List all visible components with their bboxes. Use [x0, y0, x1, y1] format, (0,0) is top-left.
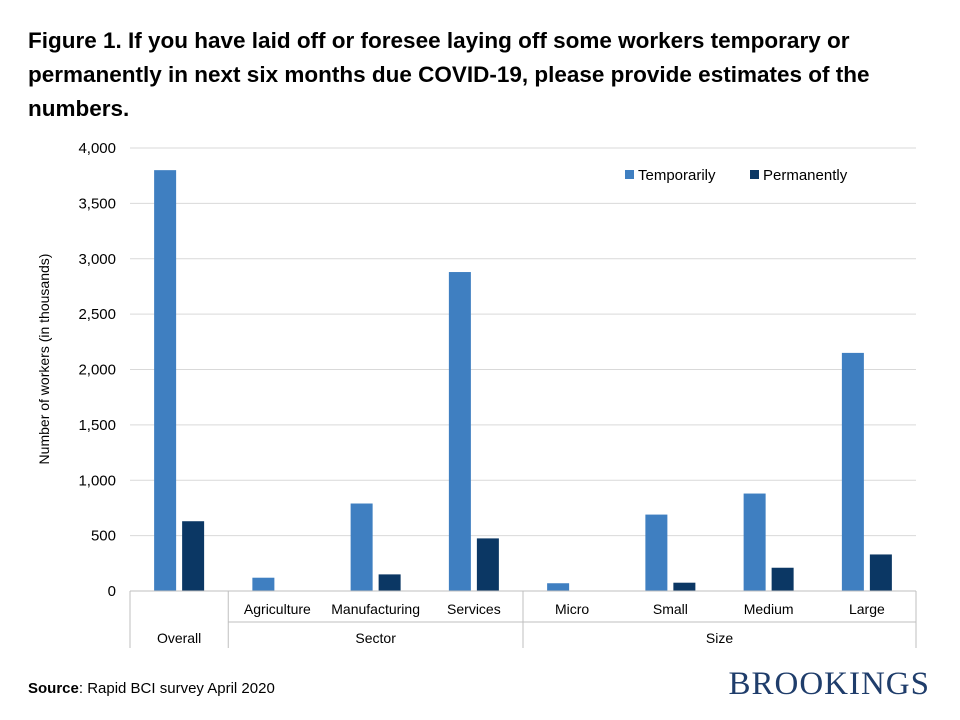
bar-temporarily [252, 577, 275, 591]
bar-permanently [869, 554, 892, 591]
legend-label: Temporarily [638, 167, 716, 184]
legend-label: Permanently [763, 167, 848, 184]
bar-chart: 05001,0001,5002,0002,5003,0003,5004,000 … [36, 140, 917, 648]
legend-swatch [750, 170, 759, 179]
x-tick-label: Small [653, 601, 688, 617]
bar-permanently [673, 582, 696, 591]
source-note: Source: Rapid BCI survey April 2020 [28, 680, 275, 697]
bar-temporarily [547, 583, 570, 591]
bar-permanently [771, 567, 794, 591]
bar-permanently [378, 574, 401, 591]
y-tick-label: 2,000 [78, 362, 116, 379]
y-tick-label: 500 [91, 528, 116, 545]
y-tick-label: 3,000 [78, 251, 116, 268]
x-group-label: Sector [355, 630, 396, 646]
legend-swatch [625, 170, 634, 179]
x-tick-label: Agriculture [244, 601, 311, 617]
y-axis-label: Number of workers (in thousands) [36, 254, 52, 465]
x-tick-label: Large [849, 601, 885, 617]
gridlines [130, 147, 916, 537]
chart-title: Figure 1. If you have laid off or forese… [28, 28, 870, 121]
y-tick-label: 2,500 [78, 306, 116, 323]
y-axis-ticks: 0 500 1,000 1,500 2,000 2,500 3,000 3,500 4,000 [78, 140, 116, 600]
bar-temporarily [448, 272, 471, 591]
x-tick-label: Manufacturing [331, 601, 420, 617]
bar-temporarily [350, 503, 373, 591]
x-tick-label: Services [447, 601, 501, 617]
bar-permanently [182, 521, 205, 591]
bar-temporarily [645, 514, 668, 591]
bars [154, 170, 892, 591]
source-label: Source [28, 680, 79, 697]
y-tick-label: 3,500 [78, 195, 116, 212]
x-group-label: Size [706, 630, 733, 646]
x-axis: Overall Agriculture Manufacturing Services S… [129, 590, 917, 648]
source-text: : Rapid BCI survey April 2020 [78, 680, 275, 697]
x-tick-label: Overall [157, 630, 201, 646]
x-tick-label: Medium [744, 601, 794, 617]
bar-temporarily [841, 352, 864, 591]
x-tick-label: Micro [555, 601, 589, 617]
bar-permanently [476, 538, 499, 591]
y-tick-label: 4,000 [78, 140, 116, 157]
y-tick-label: 1,000 [78, 472, 116, 489]
y-tick-label: 0 [108, 583, 116, 600]
legend: Temporarily Permanently [625, 167, 848, 184]
y-tick-label: 1,500 [78, 417, 116, 434]
brookings-logo: BROOKINGS [728, 666, 930, 702]
bar-temporarily [743, 493, 766, 591]
bar-temporarily [154, 170, 177, 591]
